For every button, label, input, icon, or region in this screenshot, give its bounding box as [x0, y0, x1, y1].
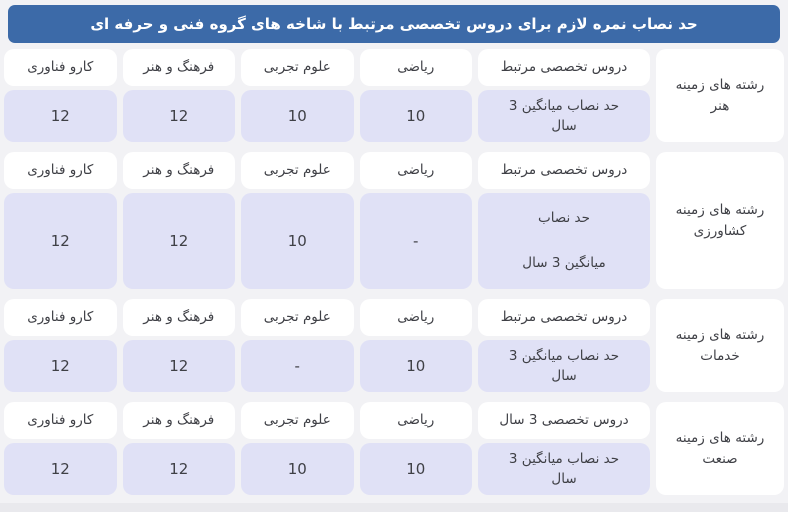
- column-header-experimental-sciences: علوم تجربی: [241, 299, 354, 336]
- value-culture-art: 12: [122, 443, 235, 495]
- column-header-culture-art: فرهنگ و هنر: [122, 299, 235, 336]
- column-header-culture-art: فرهنگ و هنر: [122, 402, 235, 439]
- row-label-min-average: حد نصاب میانگین 3 سال: [478, 340, 650, 392]
- column-header-work-technology: کارو فناوری: [4, 299, 117, 336]
- column-header-related-courses: دروس تخصصی مرتبط: [478, 152, 650, 189]
- value-experimental-sciences: 10: [241, 90, 354, 142]
- column-header-related-courses: دروس تخصصی 3 سال: [478, 402, 650, 439]
- row-label-min-average: حد نصاب میانگین 3 سال: [478, 90, 650, 142]
- value-math: 10: [359, 340, 472, 392]
- row-label-min-average: حد نصاب میانگین 3 سال: [478, 193, 650, 289]
- value-work-technology: 12: [4, 443, 117, 495]
- column-header-work-technology: کارو فناوری: [4, 152, 117, 189]
- value-work-technology: 12: [4, 193, 117, 289]
- value-culture-art: 12: [122, 193, 235, 289]
- table-section: رشته های زمینه هنر دروس تخصصی مرتبط ریاض…: [4, 49, 784, 142]
- table-section: رشته های زمینه کشاورزی دروس تخصصی مرتبط …: [4, 152, 784, 289]
- value-experimental-sciences: 10: [241, 193, 354, 289]
- column-header-math: ریاضی: [359, 152, 472, 189]
- column-header-work-technology: کارو فناوری: [4, 49, 117, 86]
- value-culture-art: 12: [122, 90, 235, 142]
- column-header-culture-art: فرهنگ و هنر: [122, 49, 235, 86]
- column-header-culture-art: فرهنگ و هنر: [122, 152, 235, 189]
- row-label-min-average: حد نصاب میانگین 3 سال: [478, 443, 650, 495]
- table-section: رشته های زمینه خدمات دروس تخصصی مرتبط ری…: [4, 299, 784, 392]
- column-header-experimental-sciences: علوم تجربی: [241, 152, 354, 189]
- column-header-related-courses: دروس تخصصی مرتبط: [478, 299, 650, 336]
- bottom-strip: [0, 503, 788, 512]
- table-body: رشته های زمینه هنر دروس تخصصی مرتبط ریاض…: [0, 49, 788, 495]
- table-section: رشته های زمینه صنعت دروس تخصصی 3 سال ریا…: [4, 402, 784, 495]
- value-work-technology: 12: [4, 340, 117, 392]
- column-header-math: ریاضی: [359, 402, 472, 439]
- group-label: رشته های زمینه صنعت: [656, 402, 784, 495]
- column-header-math: ریاضی: [359, 299, 472, 336]
- value-math: -: [359, 193, 472, 289]
- group-label: رشته های زمینه خدمات: [656, 299, 784, 392]
- group-label: رشته های زمینه هنر: [656, 49, 784, 142]
- value-math: 10: [359, 443, 472, 495]
- value-experimental-sciences: 10: [241, 443, 354, 495]
- value-math: 10: [359, 90, 472, 142]
- column-header-experimental-sciences: علوم تجربی: [241, 49, 354, 86]
- page-title: حد نصاب نمره لازم برای دروس تخصصی مرتبط …: [8, 5, 780, 43]
- column-header-experimental-sciences: علوم تجربی: [241, 402, 354, 439]
- column-header-work-technology: کارو فناوری: [4, 402, 117, 439]
- group-label: رشته های زمینه کشاورزی: [656, 152, 784, 289]
- column-header-math: ریاضی: [359, 49, 472, 86]
- value-work-technology: 12: [4, 90, 117, 142]
- column-header-related-courses: دروس تخصصی مرتبط: [478, 49, 650, 86]
- value-experimental-sciences: -: [241, 340, 354, 392]
- value-culture-art: 12: [122, 340, 235, 392]
